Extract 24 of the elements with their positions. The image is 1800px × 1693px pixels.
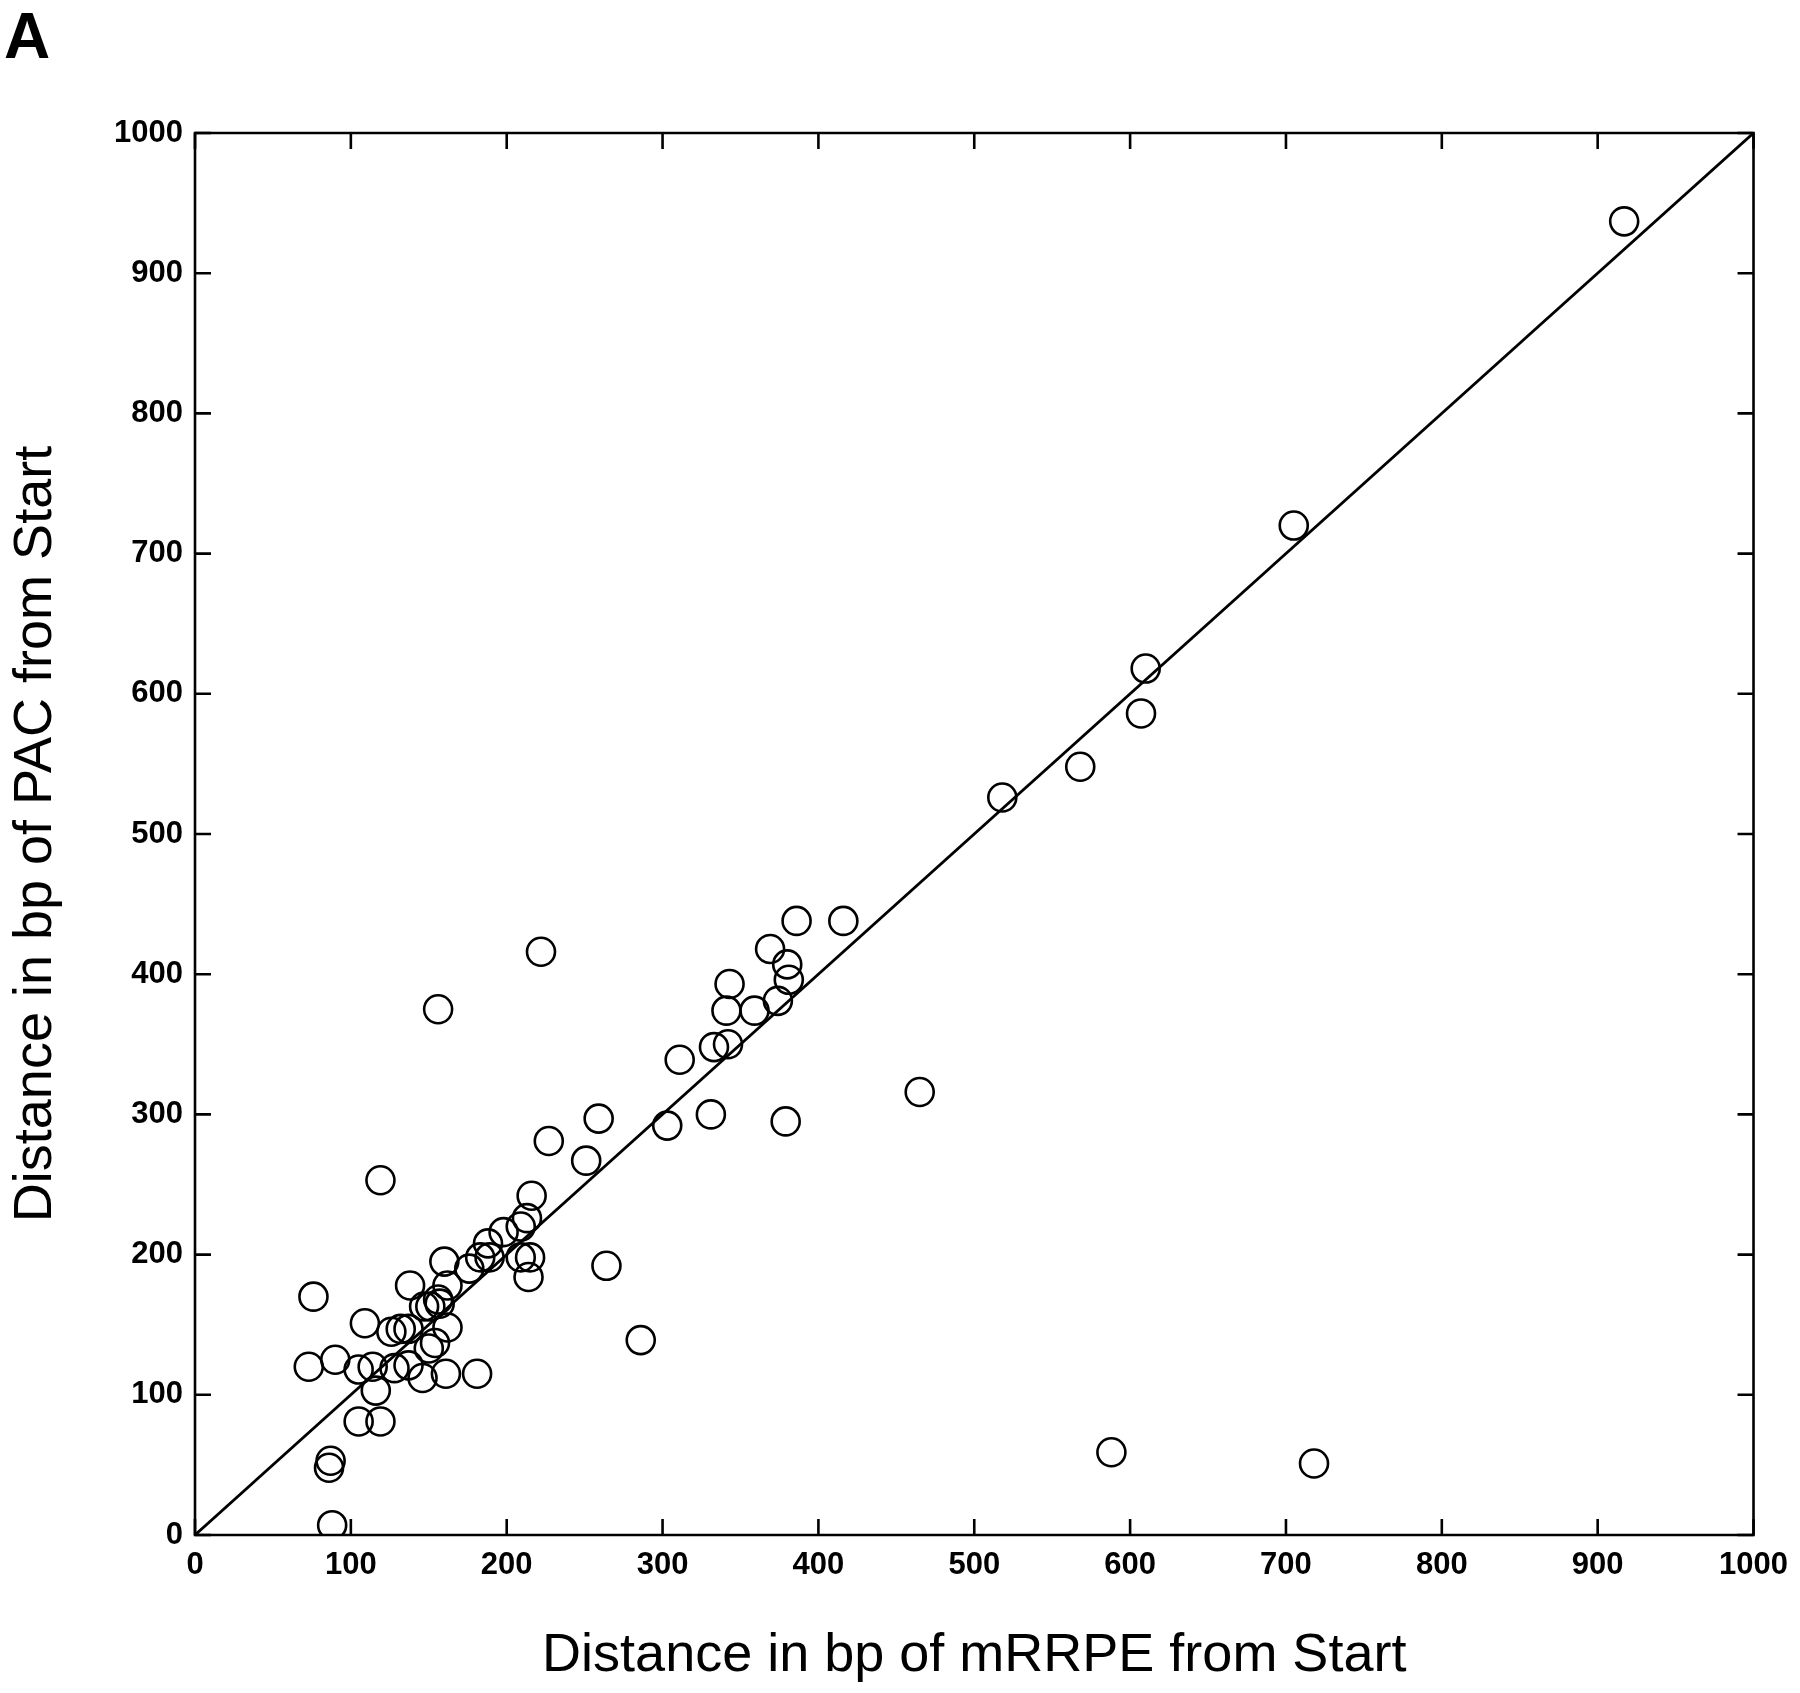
- x-tick-label: 200: [480, 1546, 533, 1582]
- x-tick-label: 500: [948, 1546, 1001, 1582]
- x-tick-label: 600: [1104, 1546, 1156, 1582]
- x-tick-label: 1000: [1719, 1546, 1788, 1582]
- y-axis-title: Distance in bp of PAC from Start: [2, 445, 63, 1223]
- y-tick-label: 0: [165, 1515, 183, 1551]
- y-tick-label: 700: [131, 534, 183, 570]
- x-tick-label: 300: [636, 1546, 689, 1582]
- y-tick-label: 1000: [114, 113, 183, 149]
- x-tick-label: 400: [792, 1546, 845, 1582]
- x-tick-label: 900: [1571, 1546, 1624, 1582]
- y-tick-label: 500: [131, 814, 183, 850]
- y-tick-label: 800: [131, 393, 183, 429]
- y-tick-label: 100: [131, 1375, 183, 1411]
- x-axis-title: Distance in bp of mRRPE from Start: [542, 1622, 1407, 1683]
- x-tick-label: 700: [1260, 1546, 1312, 1582]
- x-tick-label: 100: [324, 1546, 377, 1582]
- y-tick-label: 200: [131, 1235, 183, 1271]
- x-tick-label: 800: [1415, 1546, 1468, 1582]
- y-tick-label: 900: [131, 253, 183, 289]
- y-tick-label: 400: [131, 954, 183, 990]
- y-tick-label: 300: [131, 1094, 183, 1130]
- text: A: [4, 0, 51, 72]
- y-tick-label: 600: [131, 674, 183, 710]
